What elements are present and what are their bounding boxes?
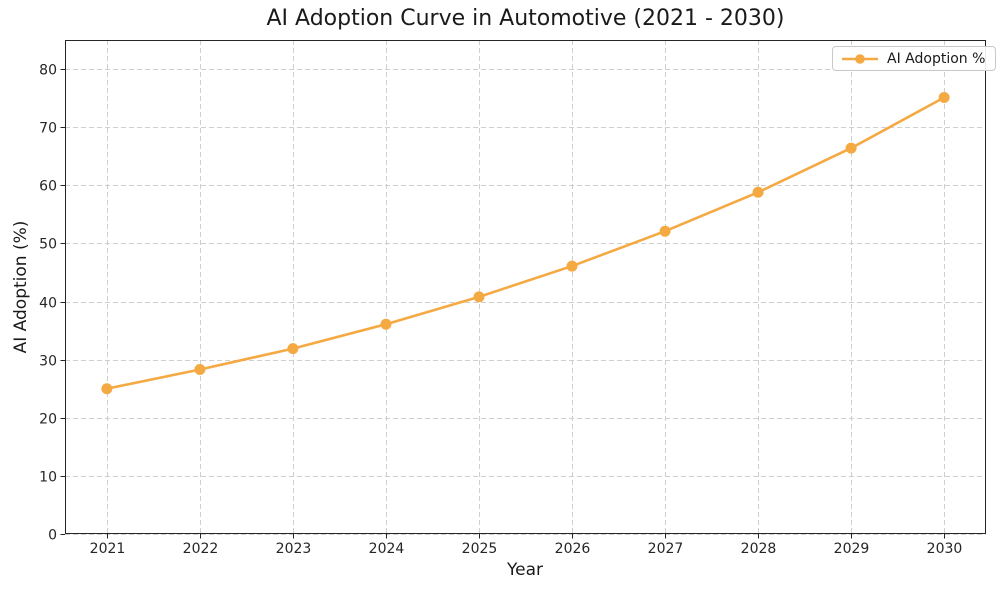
y-tick-label: 30 — [39, 354, 57, 370]
data-point-marker — [287, 343, 299, 355]
data-point-marker — [101, 383, 113, 395]
y-tick-label: 40 — [39, 296, 57, 312]
data-point-marker — [380, 318, 392, 330]
data-point-marker — [566, 260, 578, 272]
x-tick-label: 2021 — [90, 541, 126, 557]
chart-title: AI Adoption Curve in Automotive (2021 - … — [266, 6, 785, 31]
x-tick-label: 2023 — [276, 541, 312, 557]
axes-spines — [65, 40, 986, 534]
y-tick-label: 70 — [39, 121, 57, 137]
x-tick-label: 2027 — [648, 541, 684, 557]
y-tick-label: 50 — [39, 237, 57, 253]
x-tick-label: 2030 — [927, 541, 963, 557]
x-tick-label: 2026 — [555, 541, 591, 557]
y-tick-label: 0 — [48, 528, 57, 544]
y-tick-label: 60 — [39, 179, 57, 195]
y-tick-label: 80 — [39, 63, 57, 79]
x-tick-label: 2022 — [183, 541, 219, 557]
data-point-marker — [938, 92, 950, 104]
data-point-marker — [752, 186, 764, 198]
x-tick-label: 2025 — [462, 541, 498, 557]
y-tick-label: 20 — [39, 412, 57, 428]
y-axis-label: AI Adoption (%) — [11, 220, 31, 354]
legend: AI Adoption % — [832, 46, 997, 71]
x-axis-label: Year — [507, 560, 543, 580]
series-line — [105, 96, 946, 391]
x-tick-label: 2029 — [834, 541, 870, 557]
data-point-marker — [194, 364, 206, 376]
x-tick-label: 2024 — [369, 541, 405, 557]
data-point-marker — [473, 291, 485, 303]
data-point-marker — [659, 225, 671, 237]
legend-marker-sample — [855, 53, 865, 64]
legend-label: AI Adoption % — [887, 50, 986, 67]
legend-line-marker-icon — [842, 53, 878, 64]
y-tick-label: 10 — [39, 470, 57, 486]
x-tick-label: 2028 — [741, 541, 777, 557]
data-point-marker — [845, 142, 857, 154]
